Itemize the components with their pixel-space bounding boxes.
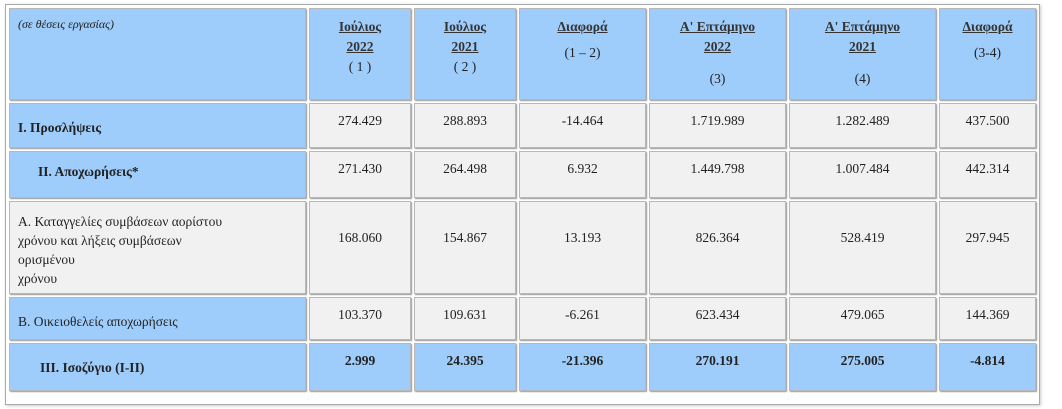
value-cell: 154.867 bbox=[414, 201, 516, 294]
value-cell: -14.464 bbox=[519, 103, 646, 148]
column-header: Διαφορά (1 – 2) bbox=[519, 8, 646, 100]
unit-note-cell: (σε θέσεις εργασίας) bbox=[9, 8, 306, 100]
data-row: ΙΙΙ. Ισοζύγιο (Ι-ΙΙ) 2.999 24.395 -21.396 27… bbox=[9, 343, 1036, 391]
row-label: ορισμένου bbox=[18, 252, 75, 267]
column-title: Α' Επτάμηνο bbox=[679, 19, 756, 34]
column-title: Α' Επτάμηνο bbox=[824, 19, 901, 34]
column-header: Ιούλιος 2021 ( 2 ) bbox=[414, 8, 516, 100]
column-year: 2021 bbox=[451, 39, 479, 54]
column-header: Α' Επτάμηνο 2021 (4) bbox=[789, 8, 936, 100]
value-cell: 13.193 bbox=[519, 201, 646, 294]
value-cell: 271.430 bbox=[309, 151, 411, 198]
value-cell: 437.500 bbox=[939, 103, 1036, 148]
value-cell: 479.065 bbox=[789, 297, 936, 340]
value-cell: 275.005 bbox=[789, 343, 936, 391]
value-cell: 144.369 bbox=[939, 297, 1036, 340]
value-cell: 168.060 bbox=[309, 201, 411, 294]
column-year: 2022 bbox=[704, 39, 731, 54]
value-cell: 1.007.484 bbox=[789, 151, 936, 198]
value-cell: 6.932 bbox=[519, 151, 646, 198]
column-title: Διαφορά bbox=[962, 19, 1013, 34]
value-cell: 1.282.489 bbox=[789, 103, 936, 148]
column-note: ( 1 ) bbox=[348, 59, 372, 74]
data-row: ΙΙ. Αποχωρήσεις* 271.430 264.498 6.932 1.449… bbox=[9, 151, 1036, 198]
row-label: ΙΙ. Αποχωρήσεις* bbox=[38, 164, 139, 179]
unit-note: (σε θέσεις εργασίας) bbox=[18, 17, 115, 31]
value-cell: 1.719.989 bbox=[649, 103, 786, 148]
value-cell: 288.893 bbox=[414, 103, 516, 148]
header-row: (σε θέσεις εργασίας) Ιούλιος 2022( 1 ) Ιούλ… bbox=[9, 8, 1036, 100]
table-frame: (σε θέσεις εργασίας) Ιούλιος 2022( 1 ) Ιούλ… bbox=[5, 4, 1040, 405]
value-cell: -4.814 bbox=[939, 343, 1036, 391]
row-label: Β. Οικειοθελείς αποχωρήσεις bbox=[18, 314, 178, 329]
column-header: Διαφορά (3-4) bbox=[939, 8, 1036, 100]
value-cell: 297.945 bbox=[939, 201, 1036, 294]
value-cell: 442.314 bbox=[939, 151, 1036, 198]
row-label-cell: Β. Οικειοθελείς αποχωρήσεις bbox=[9, 297, 306, 340]
column-title: Ιούλιος bbox=[443, 19, 487, 34]
row-label: χρόνου bbox=[18, 271, 58, 286]
column-year: 2022 bbox=[346, 39, 374, 54]
value-cell: 24.395 bbox=[414, 343, 516, 391]
column-year: 2021 bbox=[849, 39, 876, 54]
column-note: ( 2 ) bbox=[453, 59, 477, 74]
column-note: (3-4) bbox=[974, 45, 1001, 60]
data-row: Α. Καταγγελίες συμβάσεων αορίστου χρόνου … bbox=[9, 201, 1036, 294]
column-title: Διαφορά bbox=[557, 19, 608, 34]
column-header: Α' Επτάμηνο 2022 (3) bbox=[649, 8, 786, 100]
value-cell: 109.631 bbox=[414, 297, 516, 340]
value-cell: 2.999 bbox=[309, 343, 411, 391]
column-header: Ιούλιος 2022 ( 1 ) bbox=[309, 8, 411, 100]
value-cell: 264.498 bbox=[414, 151, 516, 198]
row-label-cell: Α. Καταγγελίες συμβάσεων αορίστου χρόνου … bbox=[9, 201, 306, 294]
data-row: Ι. Προσλήψεις 274.429 288.893 -14.464 1.719.… bbox=[9, 103, 1036, 148]
row-label: ΙΙΙ. Ισοζύγιο (Ι-ΙΙ) bbox=[40, 360, 145, 375]
column-note: (1 – 2) bbox=[564, 45, 601, 60]
column-note: (3) bbox=[709, 71, 726, 86]
row-label: Ι. Προσλήψεις bbox=[18, 120, 102, 135]
value-cell: 270.191 bbox=[649, 343, 786, 391]
value-cell: -6.261 bbox=[519, 297, 646, 340]
value-cell: 1.449.798 bbox=[649, 151, 786, 198]
value-cell: 274.429 bbox=[309, 103, 411, 148]
column-note: (4) bbox=[854, 71, 871, 86]
value-cell: 623.434 bbox=[649, 297, 786, 340]
data-row: Β. Οικειοθελείς αποχωρήσεις 103.370 109.63… bbox=[9, 297, 1036, 340]
value-cell: 826.364 bbox=[649, 201, 786, 294]
value-cell: -21.396 bbox=[519, 343, 646, 391]
column-title: Ιούλιος bbox=[338, 19, 382, 34]
row-label-cell: Ι. Προσλήψεις bbox=[9, 103, 306, 148]
value-cell: 528.419 bbox=[789, 201, 936, 294]
data-table: (σε θέσεις εργασίας) Ιούλιος 2022( 1 ) Ιούλ… bbox=[6, 5, 1039, 394]
row-label-cell: ΙΙΙ. Ισοζύγιο (Ι-ΙΙ) bbox=[9, 343, 306, 391]
row-label: Α. Καταγγελίες συμβάσεων αορίστου bbox=[18, 214, 223, 229]
row-label-cell: ΙΙ. Αποχωρήσεις* bbox=[9, 151, 306, 198]
value-cell: 103.370 bbox=[309, 297, 411, 340]
row-label: χρόνου και λήξεις συμβάσεων bbox=[18, 233, 182, 248]
